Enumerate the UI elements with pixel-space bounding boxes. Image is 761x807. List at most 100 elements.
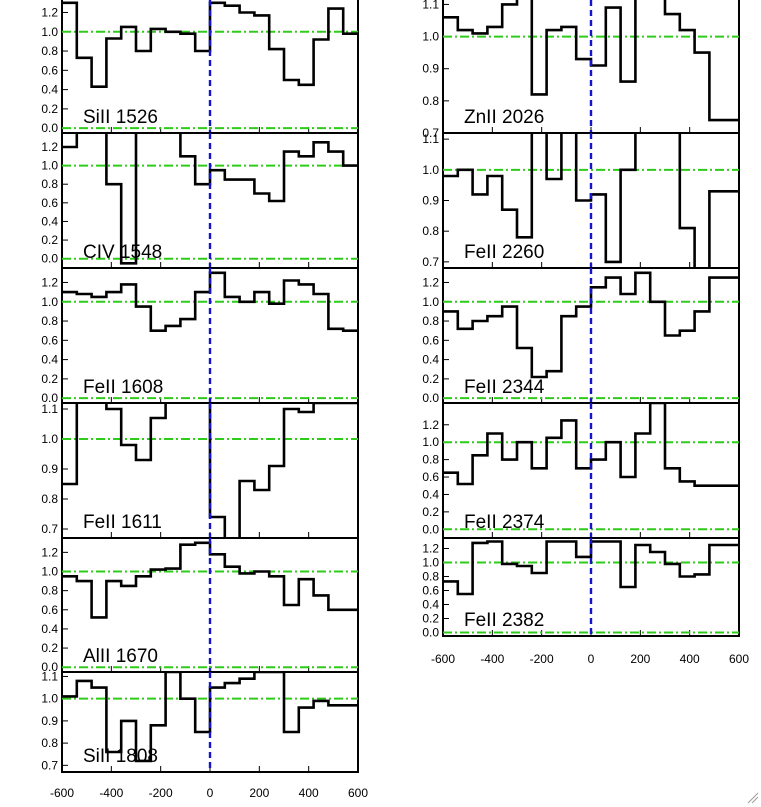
y-tick-label: 0.7	[41, 758, 58, 772]
y-tick-label: 0.6	[422, 584, 439, 598]
panel-label: FeII 2260	[464, 242, 544, 263]
y-tick-label: 1.0	[422, 435, 439, 449]
y-tick-label: 0.9	[41, 714, 58, 728]
spectrum-line	[443, 133, 739, 268]
x-tick-label: -600	[50, 786, 74, 800]
y-tick-label: 0.8	[41, 44, 58, 58]
y-tick-label: 0.6	[41, 603, 58, 617]
y-tick-label: 0.8	[422, 570, 439, 584]
y-tick-label: 0.4	[422, 487, 439, 501]
y-tick-label: 0.7	[422, 255, 439, 269]
y-tick-label: 1.0	[41, 692, 58, 706]
panel-label: FeII 2374	[464, 512, 545, 533]
y-tick-label: 0.6	[41, 63, 58, 77]
y-tick-label: 1.2	[41, 545, 58, 559]
spectrum-line	[62, 672, 358, 763]
y-tick-label: 0.8	[422, 453, 439, 467]
y-tick-label: 1.0	[422, 295, 439, 309]
panel-feii-2260: 0.7 0.8 0.9 1.0 1.1 FeII 2260	[422, 132, 740, 269]
y-tick-label: 0.2	[422, 612, 439, 626]
panel-label: ZnII 2026	[464, 107, 544, 128]
spectrum-line	[443, 271, 739, 379]
y-tick-label: 0.4	[41, 622, 58, 636]
y-tick-label: 0.2	[41, 372, 58, 386]
y-tick-label: 0.7	[422, 126, 439, 140]
y-tick-label: 1.2	[422, 275, 439, 289]
resize-grip-icon[interactable]	[747, 792, 759, 804]
y-tick-label: 0.2	[41, 641, 58, 655]
panel-label: CIV 1548	[83, 242, 162, 263]
panel-label: FeII 1608	[83, 377, 163, 398]
panel-siii-1526: 0.0 0.2 0.4 0.6 0.8 1.0 1.2 SiII 1526	[41, 0, 359, 135]
x-tick-label: -200	[149, 786, 173, 800]
y-tick-label: 0.2	[422, 372, 439, 386]
x-tick-label: 0	[207, 786, 214, 800]
y-tick-label: 1.0	[41, 25, 58, 39]
y-tick-label: 0.8	[422, 314, 439, 328]
y-tick-label: 1.2	[41, 275, 58, 289]
y-tick-label: 0.4	[41, 83, 58, 97]
y-tick-label: 1.0	[41, 432, 58, 446]
panel-civ-1548: 0.0 0.2 0.4 0.6 0.8 1.0 1.2 CIV 1548	[41, 132, 359, 269]
y-tick-label: 0.0	[41, 121, 58, 135]
y-tick-label: 0.4	[41, 214, 58, 228]
y-tick-label: 0.2	[41, 233, 58, 247]
y-tick-label: 0.0	[422, 522, 439, 536]
y-tick-label: 0.8	[422, 224, 439, 238]
y-tick-label: 1.2	[41, 140, 58, 154]
panel-znii-2026: 0.7 0.8 0.9 1.0 1.1 ZnII 2026	[422, 0, 740, 140]
x-tick-label: -400	[99, 786, 123, 800]
y-tick-label: 0.0	[41, 660, 58, 674]
y-tick-label: 0.7	[41, 522, 58, 536]
y-tick-label: 0.8	[41, 736, 58, 750]
y-tick-label: 0.8	[41, 314, 58, 328]
y-tick-label: 0.4	[422, 353, 439, 367]
spectrum-line	[443, 540, 739, 596]
x-tick-label: -400	[480, 652, 504, 666]
panel-feii-1611: 0.7 0.8 0.9 1.0 1.1 FeII 1611	[41, 402, 359, 539]
y-tick-label: 0.4	[422, 598, 439, 612]
x-tick-label: 0	[588, 652, 595, 666]
panel-feii-2382: 0.00.20.40.60.81.01.2 FeII 2382	[422, 537, 740, 640]
y-tick-label: 0.6	[41, 333, 58, 347]
y-tick-label: 1.1	[41, 402, 58, 416]
y-tick-label: 0.8	[41, 584, 58, 598]
x-tick-label: 400	[299, 786, 319, 800]
y-tick-label: 0.0	[422, 626, 439, 640]
y-tick-label: 0.2	[41, 102, 58, 116]
panel-label: FeII 1611	[83, 512, 162, 533]
spectrum-line	[443, 0, 739, 122]
panel-feii-1608: 0.0 0.2 0.4 0.6 0.8 1.0 1.2 FeII 1608	[41, 267, 359, 405]
spectrum-line	[443, 403, 739, 487]
panel-feii-2344: 0.0 0.2 0.4 0.6 0.8 1.0 1.2 FeII 2344	[422, 267, 740, 405]
y-tick-label: 0.2	[422, 505, 439, 519]
x-tick-label: -200	[530, 652, 554, 666]
y-tick-label: 0.9	[41, 462, 58, 476]
panel-alii-1670: 0.0 0.2 0.4 0.6 0.8 1.0 1.2 AlII 1670	[41, 537, 359, 674]
spectrum-line	[62, 133, 358, 265]
y-tick-label: 0.8	[41, 492, 58, 506]
x-tick-label: 200	[630, 652, 650, 666]
panel-label: SiII 1808	[83, 746, 158, 767]
x-tick-label: 600	[729, 652, 749, 666]
y-tick-label: 0.6	[422, 333, 439, 347]
x-tick-label: -600	[431, 652, 455, 666]
y-tick-label: 0.9	[422, 194, 439, 208]
y-tick-label: 0.0	[422, 391, 439, 405]
y-tick-label: 0.8	[422, 94, 439, 108]
y-tick-label: 0.8	[41, 177, 58, 191]
y-tick-label: 0.6	[422, 470, 439, 484]
panel-siii-1808: 0.7 0.8 0.9 1.0 1.1 SiII 1808	[41, 669, 359, 773]
panel-label: FeII 2344	[464, 377, 545, 398]
x-tick-label: 400	[680, 652, 700, 666]
y-tick-label: 0.9	[422, 62, 439, 76]
spectrum-line	[62, 1, 358, 88]
panel-label: AlII 1670	[83, 646, 158, 667]
y-tick-label: 1.0	[41, 295, 58, 309]
y-tick-label: 1.2	[422, 418, 439, 432]
y-tick-label: 0.0	[41, 391, 58, 405]
y-tick-label: 1.2	[41, 5, 58, 19]
x-tick-label: 600	[348, 786, 368, 800]
y-tick-label: 1.0	[422, 556, 439, 570]
